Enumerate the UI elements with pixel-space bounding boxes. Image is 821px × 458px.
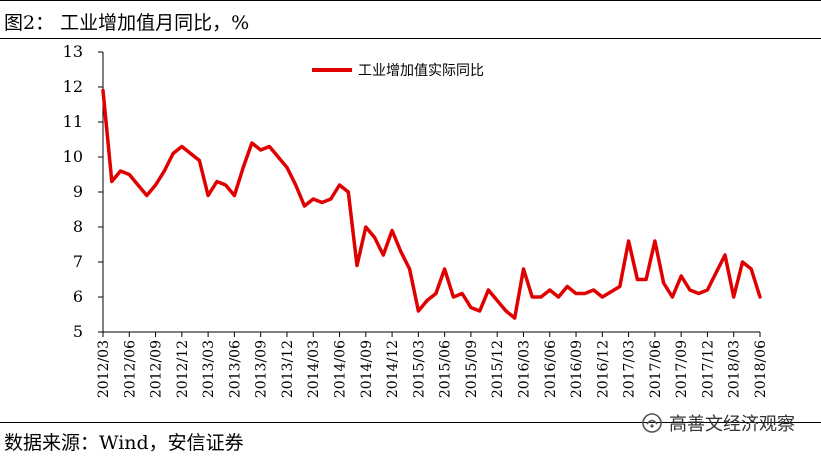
x-tick-label: 2014/12 (385, 340, 401, 398)
x-tick-label: 2014/09 (359, 340, 375, 398)
x-tick-label: 2017/12 (700, 340, 716, 398)
series-line (101, 88, 762, 320)
chart-axes (102, 52, 760, 333)
footer-divider (0, 422, 821, 423)
x-tick-label: 2013/06 (227, 340, 243, 398)
x-tick-label: 2016/12 (595, 340, 611, 398)
top-rule (0, 0, 821, 1)
x-tick-label: 2014/06 (333, 340, 349, 398)
chart-legend: 工业增加值实际同比 (312, 63, 484, 79)
x-tick-label: 2013/09 (254, 340, 270, 398)
y-tick-label: 13 (63, 42, 83, 61)
y-tick-label: 5 (73, 322, 83, 341)
x-tick-label: 2017/03 (622, 340, 638, 398)
x-tick-label: 2015/03 (411, 340, 427, 398)
figure-title: 图2： 工业增加值月同比，% (4, 12, 250, 34)
title-divider (0, 38, 821, 39)
y-tick-label: 7 (73, 252, 83, 271)
x-tick-label: 2013/12 (280, 340, 296, 398)
x-tick-label: 2012/12 (175, 340, 191, 398)
wechat-channel-icon (642, 413, 662, 433)
x-tick-label: 2016/09 (569, 340, 585, 398)
legend-label: 工业增加值实际同比 (358, 63, 484, 79)
x-tick-label: 2017/09 (674, 340, 690, 398)
plot-area (101, 88, 762, 320)
x-tick-label: 2015/12 (490, 340, 506, 398)
x-tick-label: 2018/03 (727, 340, 743, 398)
y-axis-ticks: 5 6 7 8 9 10 11 12 13 (63, 42, 103, 341)
watermark-text: 高善文经济观察 (669, 414, 795, 435)
x-tick-label: 2015/06 (438, 340, 454, 398)
y-tick-label: 9 (73, 182, 83, 201)
y-tick-label: 12 (63, 77, 83, 96)
y-tick-label: 6 (73, 287, 83, 306)
y-tick-label: 8 (73, 217, 83, 236)
x-tick-label: 2018/06 (753, 340, 769, 398)
x-tick-label: 2012/09 (149, 340, 165, 398)
x-tick-label: 2012/03 (96, 340, 112, 398)
data-source-note: 数据来源：Wind，安信证券 (4, 432, 244, 454)
y-tick-label: 10 (63, 147, 83, 166)
x-tick-label: 2017/06 (648, 340, 664, 398)
x-tick-label: 2016/06 (543, 340, 559, 398)
x-tick-label: 2014/03 (306, 340, 322, 398)
x-tick-label: 2013/03 (201, 340, 217, 398)
x-axis-ticks: 2012/03 2012/06 2012/09 2012/12 2013/03 2013/… (96, 332, 769, 398)
x-tick-label: 2015/09 (464, 340, 480, 398)
x-tick-label: 2016/03 (516, 340, 532, 398)
x-tick-label: 2012/06 (122, 340, 138, 398)
watermark: 高善文经济观察 (641, 410, 795, 436)
y-tick-label: 11 (63, 112, 83, 131)
